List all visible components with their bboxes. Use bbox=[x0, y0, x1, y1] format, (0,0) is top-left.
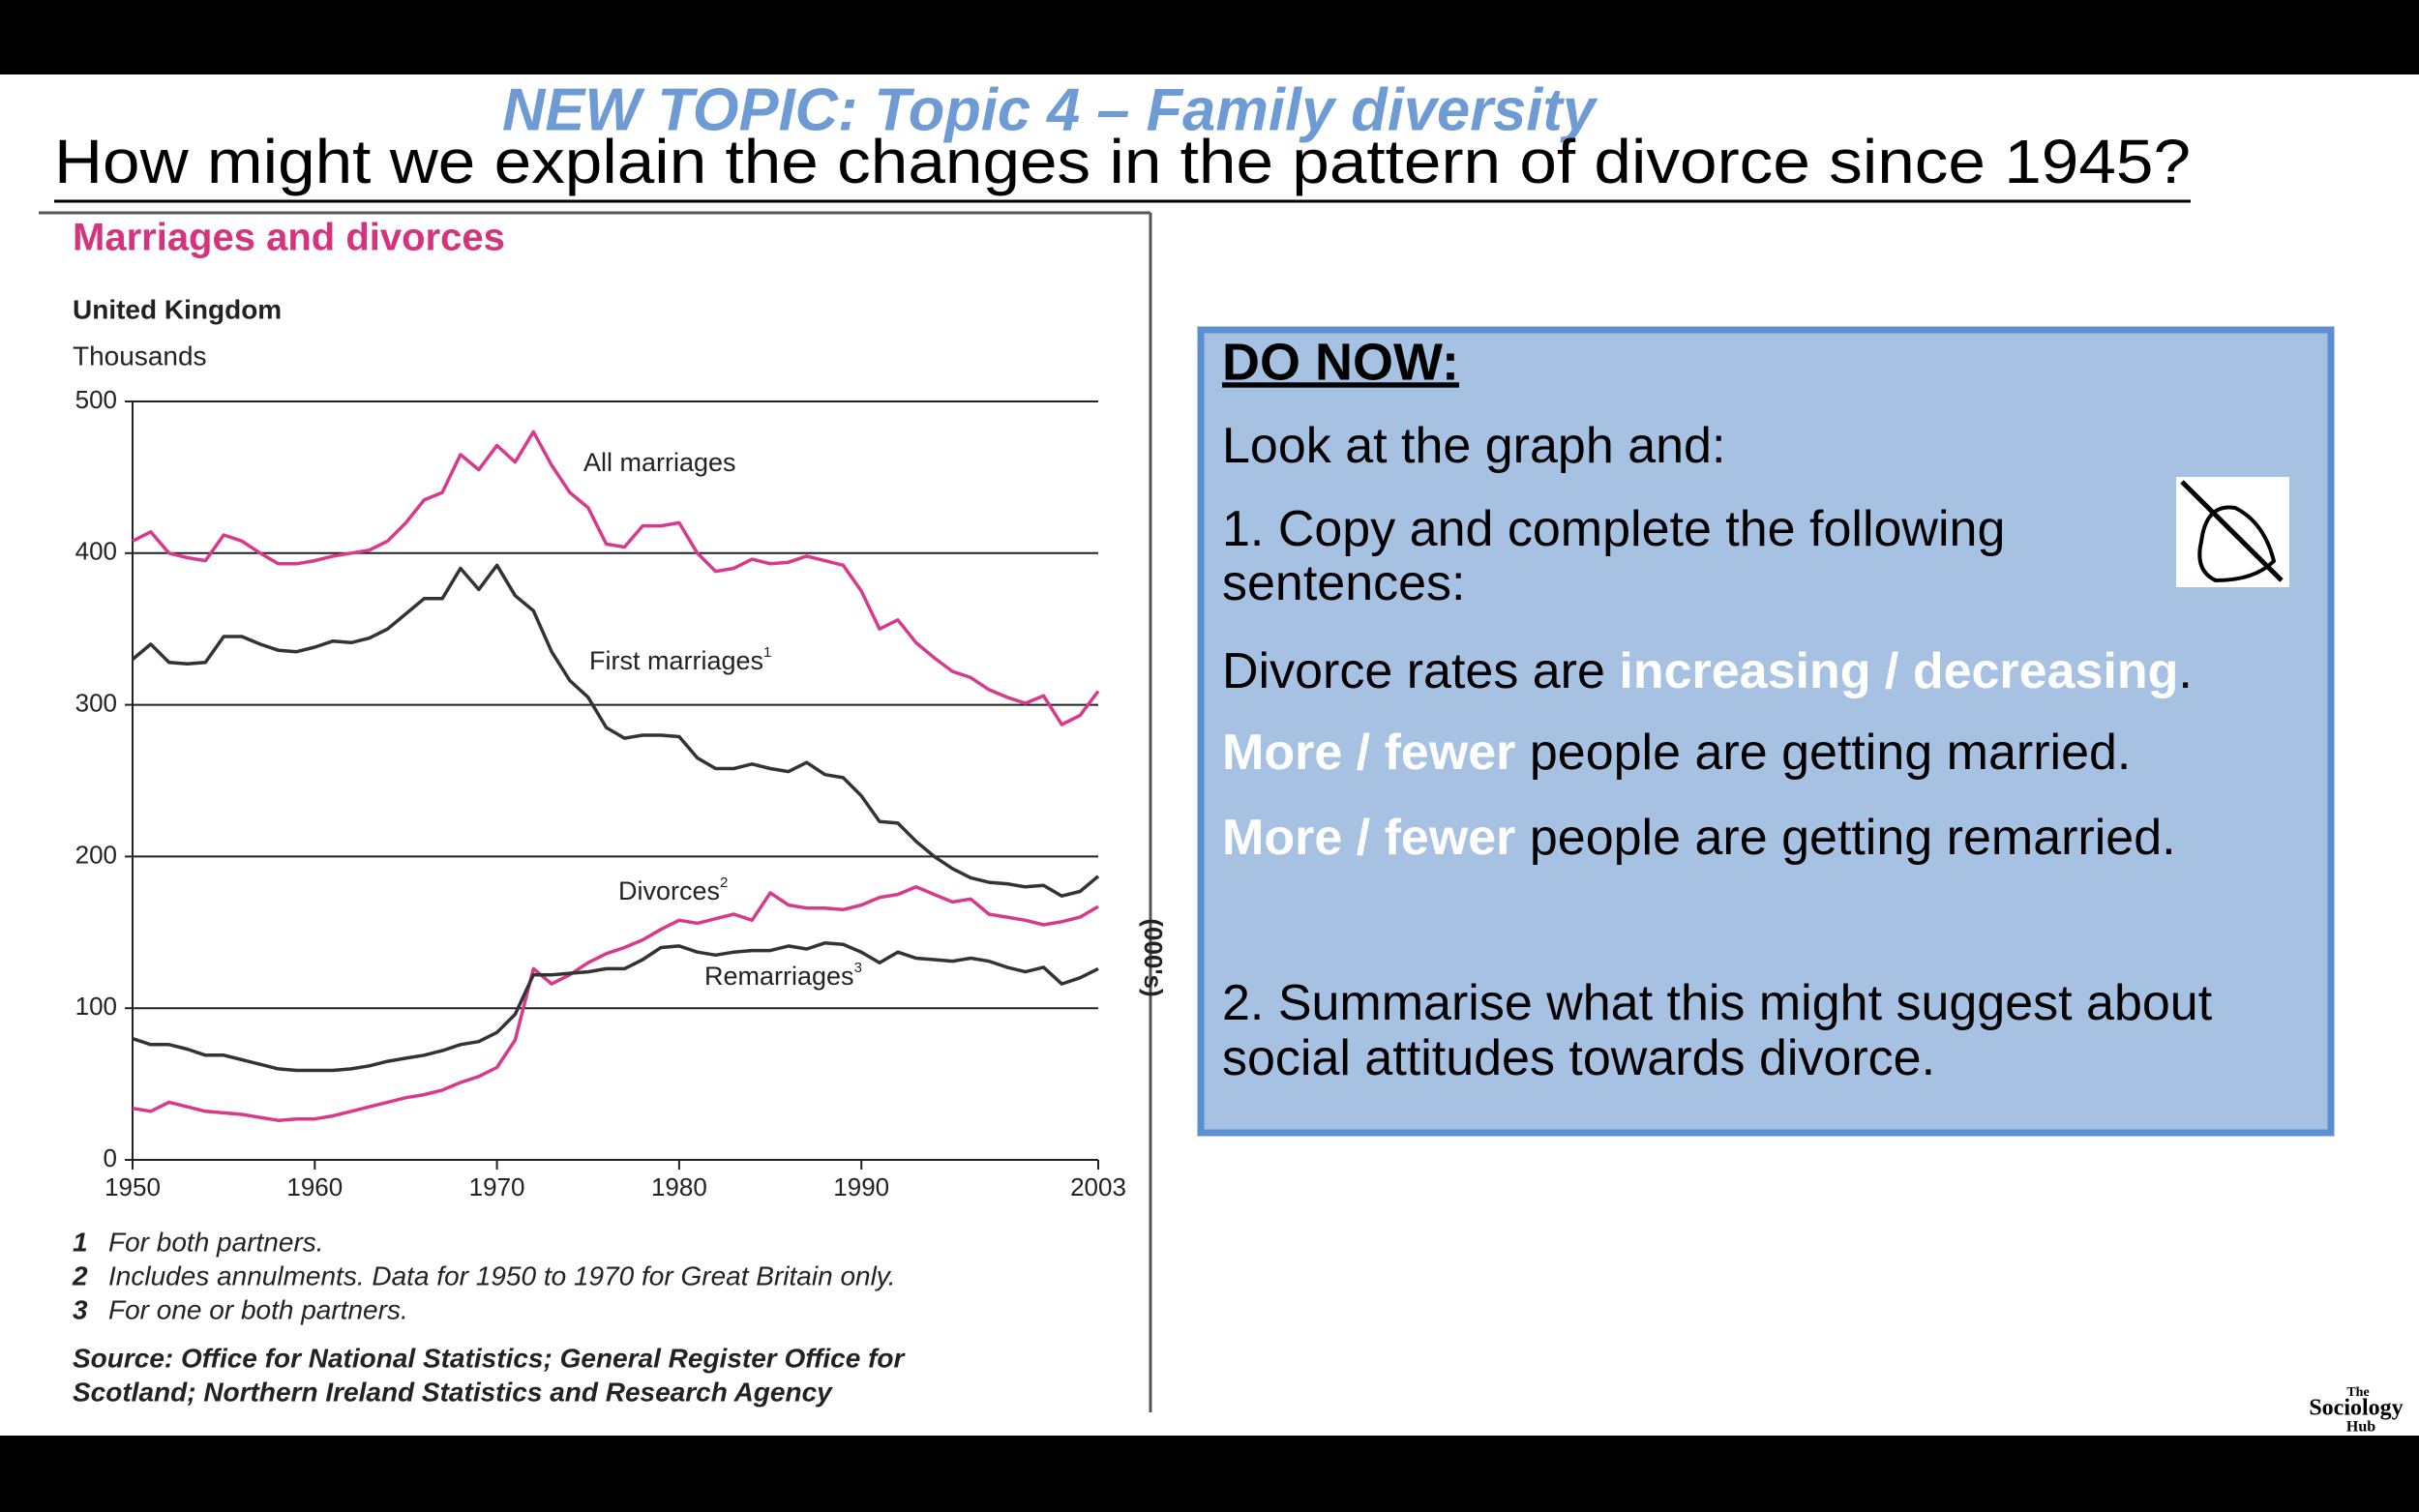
series-label: All marriages bbox=[583, 448, 736, 477]
footnote-text: For both partners. bbox=[108, 1227, 324, 1257]
panel-text-segment: 2. Summarise what this might suggest abo… bbox=[1222, 975, 2213, 1031]
panel-text: Look at the graph and: 1. Copy and comple… bbox=[1222, 418, 2213, 1086]
panel-text-segment: social attitudes towards divorce. bbox=[1222, 1030, 1935, 1086]
panel-line: 1. Copy and complete the following bbox=[1222, 501, 2005, 557]
panel-heading: DO NOW: bbox=[1222, 333, 1459, 391]
panel-line: Divorce rates are increasing / decreasin… bbox=[1222, 643, 2193, 699]
topic-title: NEW TOPIC: Topic 4 – Family diversity bbox=[502, 76, 1598, 143]
x-tick-label: 1990 bbox=[833, 1172, 889, 1201]
panel-text-segment: Look at the graph and: bbox=[1222, 418, 1725, 474]
footnote-number: 1 bbox=[73, 1227, 88, 1257]
y-tick-label: 300 bbox=[75, 688, 117, 717]
icon-hand bbox=[2197, 505, 2277, 583]
chart-subtitle: United Kingdom bbox=[73, 294, 282, 324]
highlight-text: increasing / decreasing bbox=[1619, 643, 2178, 699]
chart: Marriages and divorces United Kingdom Th… bbox=[39, 211, 1168, 1412]
series-line bbox=[132, 885, 1099, 1122]
y-tick-label: 0 bbox=[104, 1143, 117, 1172]
footnote-text: Includes annulments. Data for 1950 to 19… bbox=[108, 1260, 896, 1290]
source-text: Scotland; Northern Ireland Statistics an… bbox=[73, 1377, 833, 1407]
highlight-text: More / fewer bbox=[1222, 810, 1515, 866]
panel-line: 2. Summarise what this might suggest abo… bbox=[1222, 975, 2213, 1031]
series-name: All marriages bbox=[583, 448, 736, 477]
x-tick-label: 1970 bbox=[469, 1172, 525, 1201]
footnote-text: For one or both partners. bbox=[108, 1294, 408, 1324]
series-label: Remarriages3 bbox=[704, 960, 862, 991]
do-now-panel bbox=[1197, 326, 2335, 1137]
logo: The Sociology Hub bbox=[2309, 1385, 2403, 1435]
panel-text-segment: Divorce rates are bbox=[1222, 643, 1619, 699]
logo-text: Hub bbox=[2346, 1419, 2375, 1436]
chart-title: Marriages and divorces bbox=[73, 217, 505, 259]
x-tick-label: 1950 bbox=[105, 1172, 161, 1201]
panel-text-segment: people are getting remarried. bbox=[1515, 810, 2175, 866]
logo-text: Sociology bbox=[2309, 1396, 2403, 1421]
y-tick-label: 400 bbox=[75, 537, 117, 566]
source-text: Source: Office for National Statistics; … bbox=[73, 1343, 907, 1373]
series-line bbox=[131, 563, 1100, 898]
series-line bbox=[132, 430, 1100, 726]
icon-pencil bbox=[2180, 480, 2284, 582]
panel-line: sentences: bbox=[1222, 555, 1466, 611]
series-label: First marriages1 bbox=[589, 644, 771, 675]
side-label: (000's) bbox=[1139, 918, 1168, 996]
panel-line: More / fewer people are getting married. bbox=[1222, 725, 2131, 781]
y-tick-label: 200 bbox=[75, 840, 117, 869]
top-bar bbox=[0, 0, 2419, 74]
bottom-bar bbox=[0, 1436, 2419, 1512]
panel-line: More / fewer people are getting remarrie… bbox=[1222, 810, 2176, 866]
x-tick-label: 1980 bbox=[651, 1172, 707, 1201]
series-superscript: 2 bbox=[720, 875, 728, 891]
panel-text-segment: sentences: bbox=[1222, 555, 1466, 611]
panel-line: social attitudes towards divorce. bbox=[1222, 1030, 1935, 1086]
x-tick-label: 2003 bbox=[1070, 1172, 1126, 1201]
series-superscript: 1 bbox=[763, 644, 771, 661]
footnote-number: 3 bbox=[73, 1294, 88, 1324]
series-name: Divorces bbox=[618, 876, 720, 905]
panel-line: Look at the graph and: bbox=[1222, 418, 1725, 474]
question-title: How might we explain the changes in the … bbox=[54, 127, 2191, 196]
writing-icon bbox=[2176, 477, 2289, 587]
series-superscript: 3 bbox=[854, 960, 862, 976]
logo-text: The bbox=[2346, 1385, 2369, 1400]
footnote-number: 2 bbox=[72, 1260, 88, 1290]
series-name: First marriages bbox=[589, 646, 763, 675]
panel-text-segment: 1. Copy and complete the following bbox=[1222, 501, 2005, 557]
panel-text-segment: people are getting married. bbox=[1515, 725, 2131, 781]
y-tick-label: 500 bbox=[75, 385, 117, 414]
highlight-text: More / fewer bbox=[1222, 725, 1515, 781]
y-tick-label: 100 bbox=[75, 992, 117, 1021]
series-line bbox=[132, 941, 1099, 1073]
y-axis-label: Thousands bbox=[73, 341, 207, 371]
series-name: Remarriages bbox=[704, 962, 854, 991]
series-label: Divorces2 bbox=[618, 875, 728, 905]
x-tick-label: 1960 bbox=[286, 1172, 343, 1201]
panel-text-segment: . bbox=[2178, 643, 2192, 699]
